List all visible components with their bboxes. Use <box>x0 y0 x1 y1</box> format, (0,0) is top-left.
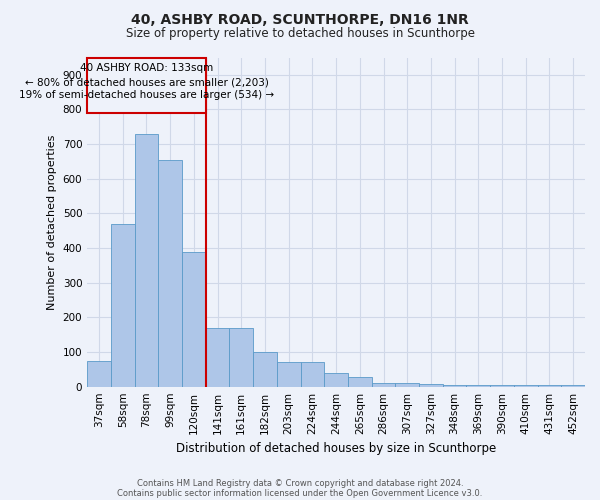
Bar <box>111 224 134 386</box>
FancyBboxPatch shape <box>87 58 206 113</box>
Text: 40 ASHBY ROAD: 133sqm: 40 ASHBY ROAD: 133sqm <box>80 63 213 73</box>
Bar <box>206 328 229 386</box>
Text: ← 80% of detached houses are smaller (2,203): ← 80% of detached houses are smaller (2,… <box>25 78 268 88</box>
Bar <box>395 382 419 386</box>
Bar <box>301 362 324 386</box>
Bar <box>277 362 301 386</box>
Bar <box>419 384 443 386</box>
Bar <box>490 385 514 386</box>
Bar <box>253 352 277 386</box>
Bar <box>87 360 111 386</box>
Bar <box>443 385 466 386</box>
Bar <box>371 382 395 386</box>
X-axis label: Distribution of detached houses by size in Scunthorpe: Distribution of detached houses by size … <box>176 442 496 455</box>
Bar <box>514 385 538 386</box>
Bar <box>561 385 585 386</box>
Bar <box>134 134 158 386</box>
Bar <box>348 377 371 386</box>
Text: Contains public sector information licensed under the Open Government Licence v3: Contains public sector information licen… <box>118 488 482 498</box>
Bar <box>158 160 182 386</box>
Text: 40, ASHBY ROAD, SCUNTHORPE, DN16 1NR: 40, ASHBY ROAD, SCUNTHORPE, DN16 1NR <box>131 12 469 26</box>
Bar <box>324 373 348 386</box>
Bar <box>229 328 253 386</box>
Bar <box>466 385 490 386</box>
Bar <box>182 252 206 386</box>
Bar <box>538 385 561 386</box>
Text: 19% of semi-detached houses are larger (534) →: 19% of semi-detached houses are larger (… <box>19 90 274 100</box>
Y-axis label: Number of detached properties: Number of detached properties <box>47 134 57 310</box>
Text: Contains HM Land Registry data © Crown copyright and database right 2024.: Contains HM Land Registry data © Crown c… <box>137 478 463 488</box>
Text: Size of property relative to detached houses in Scunthorpe: Size of property relative to detached ho… <box>125 28 475 40</box>
